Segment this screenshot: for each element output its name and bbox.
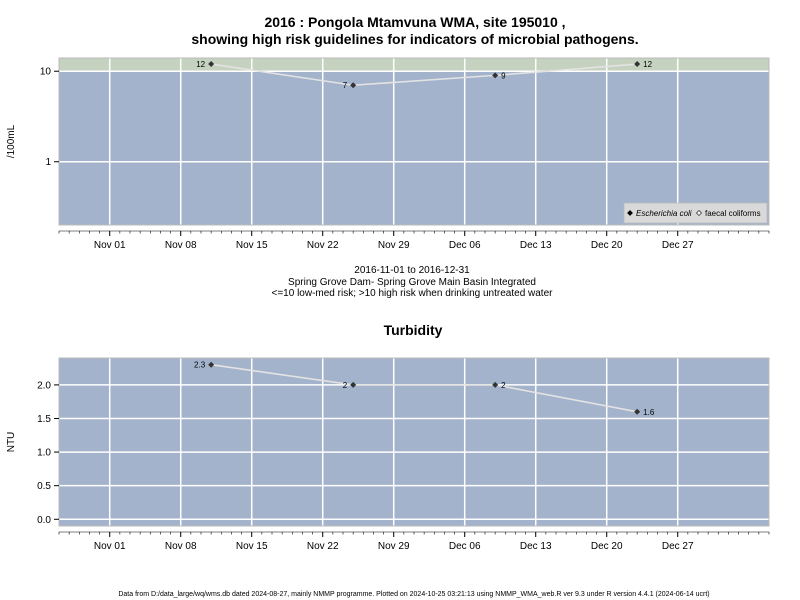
p2-data-point-2 bbox=[492, 381, 499, 388]
p1-plot-frame bbox=[58, 57, 770, 226]
p2-ytick-label-4: 2.0 bbox=[37, 380, 51, 391]
p1-plot-background bbox=[59, 58, 769, 225]
p2-xtick-label-7: Dec 20 bbox=[591, 541, 623, 552]
p2-plot-frame bbox=[58, 357, 770, 527]
p1-ytick-label-1: 10 bbox=[40, 67, 52, 78]
risk-text: <=10 low-med risk; >10 high risk when dr… bbox=[272, 288, 554, 299]
p1-data-point-1 bbox=[350, 82, 357, 89]
p2-xtick-label-1: Nov 08 bbox=[165, 541, 197, 552]
p1-data-label-2: 9 bbox=[501, 71, 506, 80]
p2-ytick-label-1: 0.5 bbox=[37, 481, 51, 492]
p1-data-point-3 bbox=[634, 61, 641, 68]
p1-legend-label-0: Escherichia coli bbox=[636, 209, 692, 218]
p1-data-label-1: 7 bbox=[343, 81, 348, 90]
p2-xtick-label-2: Nov 15 bbox=[236, 541, 268, 552]
p2-data-label-0: 2.3 bbox=[194, 361, 206, 370]
p1-legend-marker-0 bbox=[627, 210, 633, 216]
p2-data-label-1: 2 bbox=[343, 381, 348, 390]
p1-xtick-label-1: Nov 08 bbox=[165, 240, 197, 251]
p1-xtick-label-4: Nov 29 bbox=[378, 240, 410, 251]
chart-title-line1: 2016 : Pongola Mtamvuna WMA, site 195010… bbox=[264, 14, 565, 30]
p2-plot-background bbox=[59, 358, 769, 526]
p2-ytick-label-2: 1.0 bbox=[37, 448, 51, 459]
p1-xtick-label-2: Nov 15 bbox=[236, 240, 268, 251]
date-range-text: 2016-11-01 to 2016-12-31 bbox=[354, 265, 470, 276]
p2-xtick-label-4: Nov 29 bbox=[378, 541, 410, 552]
p1-legend-marker-1 bbox=[696, 210, 702, 216]
p2-series-line-0 bbox=[211, 363, 638, 413]
footer-text: Data from D:/data_large/wq/wms.db dated … bbox=[118, 591, 709, 598]
p2-xtick-label-3: Nov 22 bbox=[307, 541, 339, 552]
p2-ytick-label-3: 1.5 bbox=[37, 414, 51, 425]
p2-data-point-0 bbox=[208, 361, 215, 368]
site-text: Spring Grove Dam- Spring Grove Main Basi… bbox=[288, 277, 536, 288]
p1-xtick-label-0: Nov 01 bbox=[94, 240, 126, 251]
chart-title-line2: showing high risk guidelines for indicat… bbox=[191, 31, 638, 47]
turbidity-panel: 0.0 0.5 1.0 1.5 2.0 NTU Nov 01 Nov 08 Nov 15 Nov … bbox=[6, 357, 770, 552]
p2-ytick-label-0: 0.0 bbox=[37, 515, 51, 526]
p2-data-point-3 bbox=[634, 408, 641, 415]
p1-data-label-3: 12 bbox=[643, 60, 652, 69]
p1-xtick-label-5: Dec 06 bbox=[449, 240, 481, 251]
p2-xtick-label-8: Dec 27 bbox=[662, 541, 694, 552]
p1-xtick-label-8: Dec 27 bbox=[662, 240, 694, 251]
p2-y-axis-title: NTU bbox=[6, 432, 17, 453]
p2-data-point-1 bbox=[350, 381, 357, 388]
p1-data-point-2 bbox=[492, 72, 499, 79]
p1-xtick-label-3: Nov 22 bbox=[307, 240, 339, 251]
p1-legend-box bbox=[623, 202, 768, 224]
p1-series-line-0 bbox=[211, 63, 638, 87]
p1-xtick-label-7: Dec 20 bbox=[591, 240, 623, 251]
turbidity-title: Turbidity bbox=[384, 322, 443, 338]
p2-xtick-label-5: Dec 06 bbox=[449, 541, 481, 552]
ecoli-panel: 1 10/100mL Nov 01 Nov 08 Nov 15 Nov 22 Nov 29 D… bbox=[6, 57, 770, 251]
p1-ytick-label-0: 1 bbox=[45, 157, 51, 168]
p1-xtick-label-6: Dec 13 bbox=[520, 240, 552, 251]
p2-data-label-3: 1.6 bbox=[643, 408, 655, 417]
p2-xtick-label-0: Nov 01 bbox=[94, 541, 126, 552]
p1-data-label-0: 12 bbox=[196, 60, 205, 69]
p2-xtick-label-6: Dec 13 bbox=[520, 541, 552, 552]
p1-data-point-0 bbox=[208, 61, 215, 68]
p1-legend-label-1: faecal coliforms bbox=[705, 209, 761, 218]
p2-data-label-2: 2 bbox=[501, 381, 506, 390]
p1-y-axis-title: /100mL bbox=[6, 124, 17, 158]
p1-high-risk-band bbox=[59, 58, 769, 72]
